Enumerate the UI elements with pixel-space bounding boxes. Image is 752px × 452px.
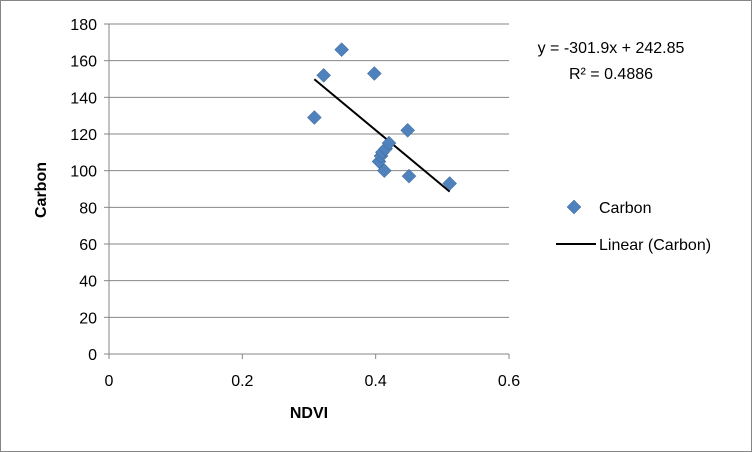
x-tick-label-1: 0.2 <box>231 373 253 390</box>
data-points <box>306 42 458 191</box>
x-tick-labels: 0 0.2 0.4 0.6 <box>105 373 521 390</box>
y-tick-label-4: 80 <box>79 200 97 217</box>
gridlines <box>109 23 509 318</box>
x-tick-label-2: 0.4 <box>365 373 387 390</box>
data-point-0-12 <box>442 176 458 191</box>
y-tick-label-8: 160 <box>70 54 97 71</box>
data-point-0-11 <box>401 168 417 184</box>
x-axis-title: NDVI <box>290 405 328 422</box>
y-tick-label-9: 180 <box>70 17 97 34</box>
y-tick-label-3: 60 <box>79 237 97 254</box>
y-tick-labels: 0 20 40 60 80 100 120 140 160 180 <box>70 17 97 364</box>
y-tick-label-1: 20 <box>79 310 97 327</box>
y-tick-label-5: 100 <box>70 164 97 181</box>
legend: Carbon Linear (Carbon) <box>556 199 711 254</box>
y-tick-label-7: 140 <box>70 90 97 107</box>
x-tick-label-0: 0 <box>105 373 114 390</box>
legend-marker-carbon <box>566 199 582 215</box>
legend-label-carbon: Carbon <box>599 200 651 217</box>
data-point-0-1 <box>316 67 332 83</box>
trendline-layer <box>313 78 451 193</box>
legend-label-trendline: Linear (Carbon) <box>599 237 711 254</box>
data-point-0-10 <box>400 122 416 138</box>
y-tick-label-0: 0 <box>88 347 97 364</box>
y-tick-label-6: 120 <box>70 127 97 144</box>
data-point-0-0 <box>306 110 322 125</box>
data-point-0-9 <box>381 135 397 151</box>
axes <box>104 23 510 359</box>
trendline-equation: y = -301.9x + 242.85 <box>538 40 685 57</box>
data-point-0-2 <box>334 42 350 58</box>
trendline-r-squared: R² = 0.4886 <box>569 66 653 83</box>
y-tick-label-2: 40 <box>79 274 97 291</box>
data-point-0-7 <box>376 163 392 179</box>
trendline <box>313 78 451 193</box>
x-tick-label-3: 0.6 <box>498 373 520 390</box>
data-point-0-3 <box>366 66 382 81</box>
y-axis-title: Carbon <box>33 162 50 218</box>
